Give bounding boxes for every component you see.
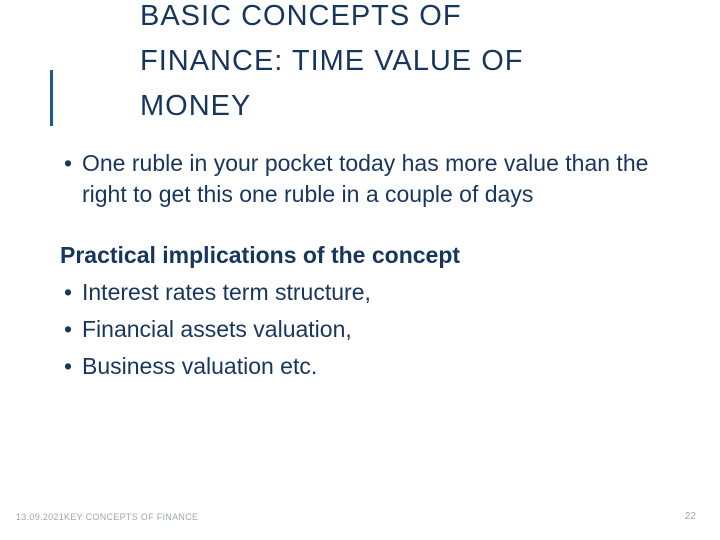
section-subtitle: Practical implications of the concept: [60, 240, 660, 271]
body-block: • One ruble in your pocket today has mor…: [60, 148, 660, 388]
title-accent-bar: [50, 70, 53, 126]
bullet-item: • Business valuation etc.: [60, 351, 660, 382]
bullet-text: Business valuation etc.: [82, 351, 660, 382]
bullet-item: • One ruble in your pocket today has mor…: [60, 148, 660, 210]
footer-date: 13.09.2021: [16, 512, 64, 522]
title-block: BASIC CONCEPTS OF FINANCE: TIME VALUE OF…: [140, 0, 560, 129]
bullet-dot-icon: •: [60, 277, 82, 308]
bullet-text: Financial assets valuation,: [82, 314, 660, 345]
page-number: 22: [685, 511, 696, 522]
slide: BASIC CONCEPTS OF FINANCE: TIME VALUE OF…: [0, 0, 720, 540]
bullet-text: Interest rates term structure,: [82, 277, 660, 308]
bullet-text: One ruble in your pocket today has more …: [82, 148, 660, 210]
bullet-dot-icon: •: [60, 314, 82, 345]
bullet-dot-icon: •: [60, 351, 82, 382]
footer-label: KEY CONCEPTS OF FINANCE: [64, 512, 198, 522]
slide-title: BASIC CONCEPTS OF FINANCE: TIME VALUE OF…: [140, 0, 560, 129]
bullet-dot-icon: •: [60, 148, 82, 179]
footer: 13.09.2021KEY CONCEPTS OF FINANCE: [16, 512, 198, 522]
bullet-item: • Financial assets valuation,: [60, 314, 660, 345]
bullet-item: • Interest rates term structure,: [60, 277, 660, 308]
